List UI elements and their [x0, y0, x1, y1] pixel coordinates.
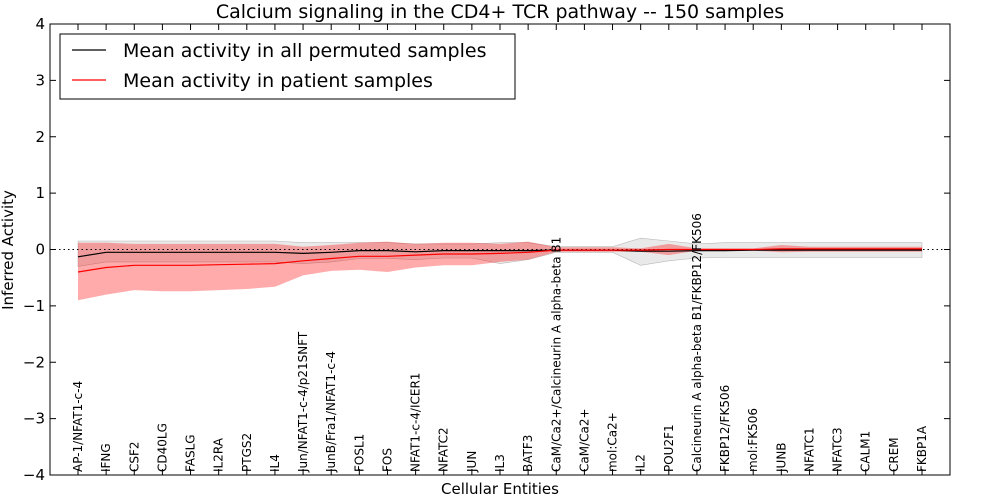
x-tick-label: Calcineurin A alpha-beta B1/FKBP12/FK506: [690, 213, 704, 472]
y-tick-label: −4: [23, 466, 45, 484]
x-tick-label: CaM/Ca2+/Calcineurin A alpha-beta B1: [549, 237, 563, 472]
x-tick-label: Jun/NFAT1-c-4/p21SNFT: [296, 331, 310, 473]
x-tick-label: IFNG: [99, 443, 113, 472]
axis-ticks: [50, 23, 950, 476]
x-tick-label: PTGS2: [240, 433, 254, 472]
x-tick-label: JunB/Fra1/NFAT1-c-4: [324, 351, 338, 473]
x-tick-label: NFATC3: [831, 427, 845, 472]
chart-title: Calcium signaling in the CD4+ TCR pathwa…: [216, 1, 784, 23]
confidence-bands: [77, 237, 923, 301]
x-tick-label: CD40LG: [155, 423, 169, 472]
x-tick-label: CREM: [887, 437, 901, 472]
series-lines: [50, 248, 950, 273]
x-tick-label: CSF2: [127, 441, 141, 472]
x-tick-label: IL4: [268, 454, 282, 472]
x-tick-label: CALM1: [859, 431, 873, 472]
y-tick-label: −1: [23, 297, 45, 315]
x-tick-label: FKBP12/FK506: [718, 385, 732, 472]
band-series-1: [78, 241, 922, 301]
y-axis-label: Inferred Activity: [0, 190, 17, 310]
x-tick-label: NFAT1-c-4/ICER1: [409, 373, 423, 472]
x-tick-label: NFATC1: [802, 427, 816, 472]
legend-label-permuted: Mean activity in all permuted samples: [123, 40, 486, 62]
x-tick-label: IL3: [493, 454, 507, 472]
x-tick-label: FOSL1: [352, 434, 366, 472]
x-axis-label: Cellular Entities: [441, 480, 559, 498]
x-tick-label: JUN: [465, 451, 479, 473]
series-line-1: [77, 248, 922, 273]
x-tick-label: IL2RA: [212, 437, 226, 472]
x-tick-label: FOS: [380, 448, 394, 472]
legend: Mean activity in all permuted samples Me…: [59, 33, 516, 100]
x-tick-label: NFATC2: [437, 427, 451, 472]
legend-box: [59, 33, 516, 100]
y-tick-label: 3: [35, 71, 45, 89]
y-tick-label: 2: [35, 128, 45, 146]
x-tick-label: mol:Ca2+: [606, 412, 620, 472]
legend-label-patient: Mean activity in patient samples: [123, 70, 433, 92]
x-tick-label: IL2: [634, 454, 648, 472]
x-tick-label: FKBP1A: [915, 425, 929, 472]
plot-frame: [49, 23, 951, 476]
x-tick-label: AP-1/NFAT1-c-4: [71, 381, 85, 472]
x-tick-label: POU2F1: [662, 424, 676, 472]
x-tick-label: BATF3: [521, 435, 535, 472]
x-tick-label: JUNB: [774, 442, 788, 473]
y-tick-label: 1: [35, 184, 45, 202]
x-tick-labels: AP-1/NFAT1-c-4 IFNG CSF2 CD40LG FASLG IL2RA PT…: [71, 213, 929, 473]
band-series-0: [77, 237, 923, 267]
y-tick-label: −3: [23, 410, 45, 428]
x-tick-label: mol:FK506: [746, 408, 760, 472]
y-tick-label: −2: [23, 353, 45, 371]
y-tick-label: 0: [35, 241, 45, 259]
series-line-0: [77, 249, 922, 258]
y-tick-label: 4: [35, 15, 45, 33]
x-tick-label: FASLG: [184, 434, 198, 472]
y-tick-labels: −4 −3 −2 −1 0 1 2 3 4: [23, 15, 45, 484]
x-tick-label: CaM/Ca2+: [577, 408, 591, 472]
